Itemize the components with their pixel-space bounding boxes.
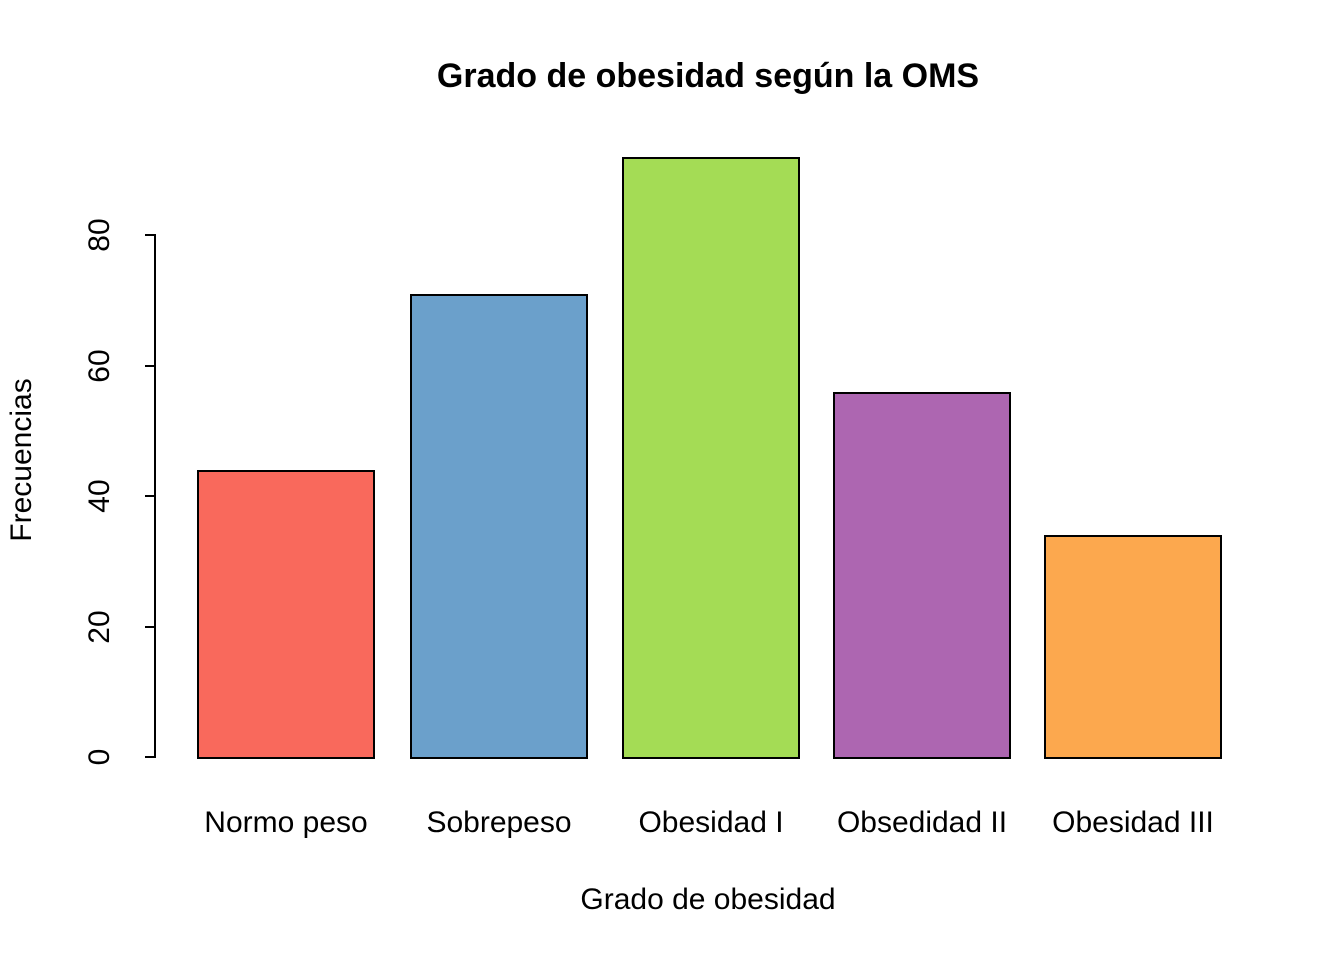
bar-normo-peso [197,470,375,759]
y-axis-tick [145,234,154,236]
y-axis-tick-label: 80 [83,218,116,252]
y-axis-tick-label: 40 [83,479,116,513]
y-axis-tick-label: 20 [83,609,116,644]
y-axis-tick [145,364,154,367]
bar-sobrepeso [410,294,588,759]
x-category-label: Sobrepeso [426,806,572,839]
chart-title: Grado de obesidad según la OMS [436,57,980,95]
x-category-label: Obsedidad II [836,806,1008,839]
y-axis-title: Frecuencias [5,378,38,542]
y-axis-tick [145,756,154,758]
y-axis-line [154,234,156,758]
bar-obesidad-i [622,157,800,759]
x-axis-title: Grado de obesidad [580,883,836,916]
y-axis-tick [145,495,154,497]
bar-obsedidad-ii [833,392,1011,759]
y-axis-tick-label: 60 [83,348,116,383]
x-category-label: Obesidad I [638,806,784,839]
y-axis-tick-label: 0 [83,748,116,766]
x-category-label: Obesidad III [1052,806,1214,839]
x-category-label: Normo peso [204,806,368,839]
bar-obesidad-iii [1044,535,1222,759]
y-axis-tick [145,625,154,628]
